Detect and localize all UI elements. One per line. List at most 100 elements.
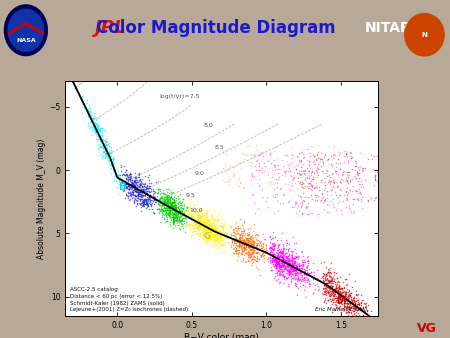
Point: [214, 220, 221, 226]
Point: [152, 189, 159, 194]
Point: [272, 255, 279, 260]
Point: [328, 285, 336, 290]
Point: [135, 187, 142, 193]
Point: [164, 201, 171, 207]
Point: [360, 316, 367, 321]
Point: [232, 235, 239, 241]
Point: [276, 263, 283, 268]
Point: [166, 204, 173, 210]
Point: [195, 227, 203, 233]
Point: [271, 260, 278, 265]
Point: [233, 250, 240, 256]
Point: [238, 228, 245, 233]
Point: [266, 255, 274, 261]
Point: [260, 252, 267, 257]
Point: [161, 207, 168, 213]
Point: [353, 188, 360, 193]
Point: [157, 195, 164, 200]
Point: [198, 217, 205, 222]
Point: [346, 149, 353, 155]
Point: [99, 142, 106, 147]
Point: [135, 183, 142, 188]
Point: [346, 178, 354, 184]
Point: [144, 184, 151, 189]
Point: [343, 151, 350, 156]
Point: [352, 309, 360, 315]
Point: [110, 161, 117, 167]
Point: [369, 317, 377, 323]
Point: [102, 141, 109, 146]
Point: [193, 213, 200, 218]
Point: [314, 173, 321, 178]
Point: [101, 147, 108, 152]
Point: [200, 236, 207, 242]
Point: [91, 115, 98, 121]
Point: [335, 290, 342, 296]
Point: [286, 198, 293, 204]
Point: [293, 264, 301, 270]
Point: [153, 197, 160, 202]
Point: [336, 280, 343, 285]
Point: [200, 232, 207, 237]
Point: [105, 143, 112, 149]
Point: [281, 260, 288, 265]
Point: [324, 284, 332, 289]
Point: [276, 248, 284, 253]
Point: [274, 198, 281, 203]
Point: [279, 246, 287, 251]
Point: [103, 139, 110, 144]
Point: [196, 221, 203, 227]
Point: [365, 320, 372, 326]
Point: [240, 241, 248, 247]
Point: [165, 206, 172, 212]
Point: [239, 238, 247, 243]
Point: [260, 241, 267, 246]
Point: [108, 157, 115, 162]
Point: [293, 253, 300, 259]
Point: [232, 231, 239, 237]
Point: [140, 198, 147, 203]
Point: [86, 114, 93, 119]
Point: [279, 257, 286, 262]
Point: [128, 185, 135, 190]
Point: [326, 269, 333, 274]
Point: [334, 185, 341, 190]
Point: [198, 207, 205, 213]
Point: [229, 237, 236, 243]
Point: [288, 156, 296, 161]
Point: [133, 188, 140, 193]
Point: [222, 232, 229, 238]
Point: [314, 152, 321, 158]
Point: [253, 159, 260, 164]
Point: [194, 224, 201, 230]
Point: [202, 208, 210, 213]
Point: [274, 170, 281, 175]
Point: [274, 256, 281, 261]
Point: [330, 296, 338, 301]
Point: [337, 178, 344, 184]
Point: [78, 98, 86, 104]
Point: [196, 214, 203, 219]
Point: [238, 233, 246, 238]
Point: [328, 291, 336, 296]
Point: [284, 253, 292, 259]
Point: [192, 216, 199, 222]
Point: [334, 289, 342, 294]
Point: [288, 258, 296, 264]
Point: [196, 216, 203, 222]
Point: [132, 183, 139, 188]
Point: [292, 268, 299, 273]
Point: [250, 243, 257, 248]
Point: [229, 229, 236, 235]
Point: [288, 264, 295, 270]
Point: [359, 312, 366, 317]
Point: [271, 257, 278, 262]
Point: [202, 211, 210, 216]
Point: [215, 211, 222, 217]
Point: [139, 197, 146, 202]
Point: [279, 192, 286, 197]
Point: [163, 205, 171, 211]
Point: [287, 168, 294, 173]
Point: [89, 116, 96, 121]
Point: [101, 143, 108, 148]
